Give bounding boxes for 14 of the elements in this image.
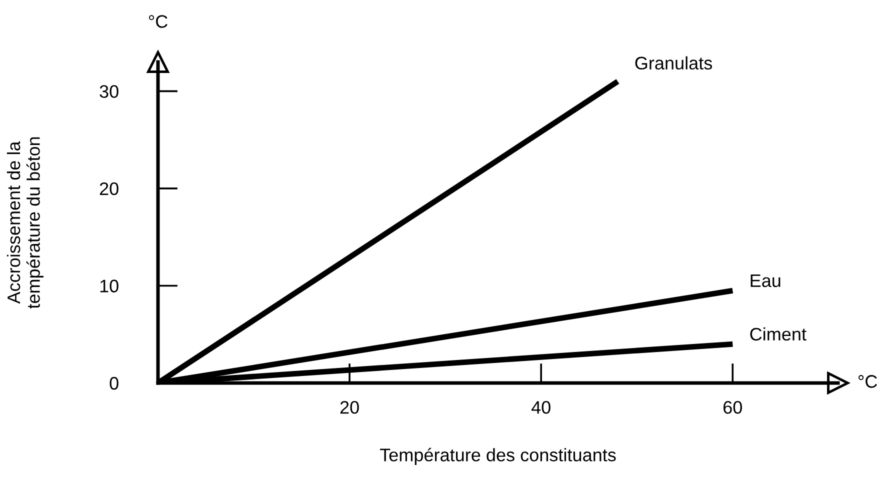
text: °C: [858, 375, 878, 388]
x-tick-label: 60: [724, 401, 742, 414]
y-tick-label: 0: [110, 376, 118, 390]
x-tick-label: 20: [340, 401, 359, 414]
series-label: Granulats: [635, 56, 712, 70]
y-tick-label: 30: [100, 85, 118, 98]
y-tick-label: 20: [100, 182, 118, 196]
x-tick-label: 40: [531, 401, 550, 414]
y-tick-label: 10: [100, 280, 118, 292]
series-label: Ciment: [750, 327, 806, 341]
y-axis-title: Accroissement de la température du béton: [6, 137, 44, 309]
series-label: Eau: [750, 274, 780, 288]
text: °C: [148, 15, 168, 28]
x-axis-title: Température des constituants: [380, 448, 616, 465]
